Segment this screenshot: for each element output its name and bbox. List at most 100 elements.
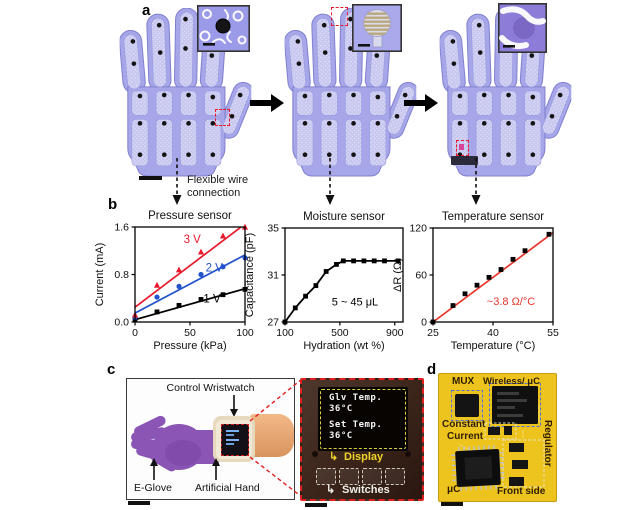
svg-text:Moisture sensor: Moisture sensor xyxy=(303,211,385,223)
screen-text-line xyxy=(226,430,239,432)
watch-display: Glv Temp. 36°C Set Temp. 36°C xyxy=(318,387,408,451)
inset-scale-bar xyxy=(203,43,215,46)
constant-current-label-2: Current xyxy=(447,431,484,442)
svg-text:3 V: 3 V xyxy=(184,234,202,246)
panel-a-letter: a xyxy=(142,2,151,19)
temperature-sensor-inset xyxy=(498,3,547,53)
temperature-sensor-chart: Temperature sensor 25 40 55 0 60 120 Temperatur… xyxy=(392,211,559,352)
glove-temp-value: 36°C xyxy=(329,404,353,414)
svg-text:1 V: 1 V xyxy=(203,293,221,305)
svg-text:Capacitance (pF): Capacitance (pF) xyxy=(244,233,256,317)
flexible-wire-line1: Flexible wire xyxy=(187,174,249,186)
panel-d-letter: d xyxy=(427,361,437,378)
artificial-hand-label: Artificial Hand xyxy=(195,482,260,494)
switch-button-2 xyxy=(339,468,359,485)
control-circuit-board: MUX Wireless/ μC Constant Current Regula… xyxy=(438,373,557,502)
svg-text:60: 60 xyxy=(415,270,427,282)
glove-scale-bar xyxy=(139,176,162,180)
pcb-components xyxy=(450,383,545,491)
wireless-label: Wireless/ μC xyxy=(483,376,540,387)
svg-text:120: 120 xyxy=(409,223,427,235)
eglove-on-hand xyxy=(131,415,219,472)
photo-scale-bar xyxy=(128,501,150,505)
dashed-arrow-moisture xyxy=(325,158,335,205)
screen-text-line xyxy=(226,434,234,436)
svg-text:Hydration (wt %): Hydration (wt %) xyxy=(303,340,384,352)
artificial-hand-forearm xyxy=(249,414,294,457)
dashed-arrow-pressure xyxy=(172,158,182,205)
flexible-wire-label: Flexible wire connection xyxy=(187,174,248,199)
screen-text-line xyxy=(226,443,234,445)
pcb-scale-bar xyxy=(441,502,463,506)
moisture-sensor-highlight-box xyxy=(331,7,348,26)
switches-arrow-icon: ↳ xyxy=(326,484,336,496)
mux-label: MUX xyxy=(452,376,475,387)
switches-label: Switches xyxy=(342,484,390,496)
wrist-connector xyxy=(451,156,478,165)
svg-text:0.0: 0.0 xyxy=(114,317,129,329)
pressure-sensor-highlight-box xyxy=(215,109,230,126)
inset-scale-bar xyxy=(358,44,370,47)
display-arrow-icon: ↳ xyxy=(329,451,339,463)
svg-text:Temperature sensor: Temperature sensor xyxy=(442,211,544,223)
process-arrow-2 xyxy=(404,94,438,112)
zoom-connector-lines xyxy=(249,378,303,498)
inset-scale-bar xyxy=(503,45,515,48)
artificial-hand-arrow xyxy=(212,458,220,480)
svg-text:35: 35 xyxy=(267,223,279,235)
temperature-sensor-highlight-box xyxy=(456,140,469,156)
control-wristwatch-arrow xyxy=(230,395,238,417)
screen-text-line xyxy=(226,439,239,441)
dashed-arrow-temperature xyxy=(471,158,481,205)
wristwatch-screen xyxy=(221,424,249,456)
svg-text:40: 40 xyxy=(487,327,499,339)
svg-text:55: 55 xyxy=(547,327,559,339)
svg-text:Pressure (kPa): Pressure (kPa) xyxy=(153,340,226,352)
process-arrow-1 xyxy=(250,94,284,112)
front-side-label: Front side xyxy=(497,486,546,497)
pressure-sensor-inset xyxy=(197,5,250,52)
closeup-scale-bar xyxy=(305,503,327,507)
set-temp-label: Set Temp. xyxy=(329,420,383,430)
eglove-label: E-Glove xyxy=(134,482,172,494)
wristwatch-closeup: Glv Temp. 36°C Set Temp. 36°C ↳ Display … xyxy=(300,378,424,501)
regulator-area xyxy=(502,439,545,488)
moisture-sensor-inset xyxy=(352,4,402,52)
microcontroller-chip xyxy=(451,445,505,491)
wristwatch-photo: Control Wristwatch xyxy=(126,378,295,500)
switch-button-3 xyxy=(362,468,382,485)
moisture-sensor-chart: Moisture sensor 100 500 900 27 31 35 Hydration … xyxy=(244,211,404,352)
svg-text:Pressure sensor: Pressure sensor xyxy=(148,210,232,222)
svg-text:900: 900 xyxy=(386,327,404,339)
microcontroller-label: μC xyxy=(447,484,461,495)
svg-text:25: 25 xyxy=(427,327,439,339)
display-label: Display xyxy=(344,451,384,463)
svg-text:2 V: 2 V xyxy=(206,263,224,275)
display-dashed-frame xyxy=(320,389,406,449)
svg-text:31: 31 xyxy=(267,270,279,282)
screw xyxy=(312,451,318,457)
svg-text:100: 100 xyxy=(236,327,254,339)
svg-text:27: 27 xyxy=(267,317,279,329)
glove-temp-label: Glv Temp. xyxy=(329,393,383,403)
wireless-module xyxy=(492,386,538,424)
panel-b-letter: b xyxy=(108,196,118,213)
svg-text:ΔR (Ω): ΔR (Ω) xyxy=(392,258,404,292)
screw xyxy=(405,451,411,457)
svg-text:0: 0 xyxy=(132,327,138,339)
svg-text:50: 50 xyxy=(184,327,196,339)
temperature-sensor-mark xyxy=(459,144,464,150)
eglove-arrow xyxy=(150,458,158,480)
svg-text:500: 500 xyxy=(331,327,349,339)
svg-text:~3.8 Ω/°C: ~3.8 Ω/°C xyxy=(487,296,535,308)
mux-chip xyxy=(452,398,482,412)
svg-text:Temperature (°C): Temperature (°C) xyxy=(451,340,535,352)
set-temp-value: 36°C xyxy=(329,431,353,441)
regulator-label: Regulator xyxy=(542,420,553,467)
switch-button-1 xyxy=(316,468,336,485)
svg-text:5 ~ 45 μL: 5 ~ 45 μL xyxy=(332,297,378,309)
pressure-sensor-chart: Pressure sensor 0 50 100 0.0 0.8 1.6 Pressure (… xyxy=(94,210,254,352)
switch-button-4 xyxy=(385,468,405,485)
flexible-wire-line2: connection xyxy=(187,186,241,199)
